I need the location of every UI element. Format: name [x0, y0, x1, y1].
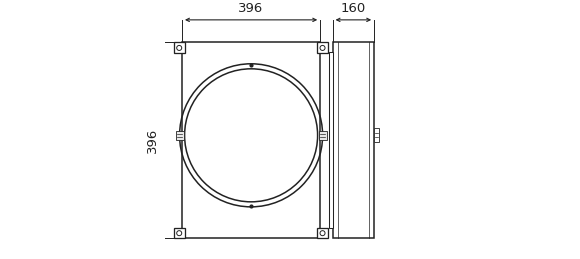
Circle shape [177, 231, 182, 236]
Text: 396: 396 [238, 2, 264, 15]
Bar [174, 228, 185, 238]
Bar [333, 42, 374, 238]
Bar [329, 53, 333, 228]
Bar [317, 42, 328, 53]
Bar [317, 228, 328, 238]
Circle shape [320, 45, 325, 51]
Bar [374, 128, 379, 142]
Circle shape [320, 231, 325, 236]
Bar [182, 42, 320, 238]
Circle shape [177, 45, 182, 51]
Bar [318, 131, 327, 140]
Bar [174, 42, 185, 53]
Text: 160: 160 [341, 2, 366, 15]
Text: 396: 396 [146, 128, 159, 153]
Bar [176, 131, 184, 140]
